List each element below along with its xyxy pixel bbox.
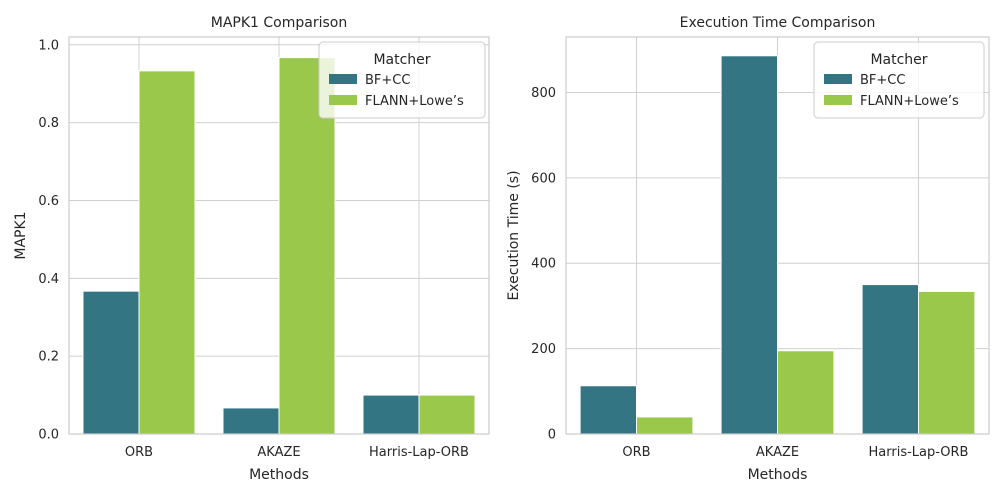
- x-tick-label: AKAZE: [756, 445, 799, 460]
- bar-bf-cc-harris-lap-orb: [861, 284, 919, 435]
- y-tick-label: 0: [548, 428, 556, 443]
- legend-box: [318, 41, 486, 119]
- y-tick-label: 200: [531, 342, 556, 357]
- legend-box: [813, 41, 985, 119]
- legend-entry: BF+CC: [860, 73, 905, 88]
- y-tick-label: 0.6: [38, 194, 59, 209]
- legend-entry: FLANN+Lowe’s: [860, 94, 959, 109]
- y-tick-label: 800: [531, 86, 556, 101]
- x-tick-label: Harris-Lap-ORB: [369, 445, 469, 460]
- legend-title: Matcher: [373, 52, 430, 68]
- legend-entry: FLANN+Lowe’s: [365, 94, 464, 109]
- chart-title: MAPK1 Comparison: [211, 15, 347, 31]
- bar-flann-lowe-s-akaze: [278, 57, 336, 435]
- chart-1: 0 200 400 600 800 ORB AKAZE Harris-Lap-ORB Execu…: [506, 15, 990, 483]
- legend: Matcher BF+CC FLANN+Lowe’s: [813, 41, 985, 119]
- x-axis-label: Methods: [748, 467, 808, 483]
- legend-title: Matcher: [870, 52, 927, 68]
- chart-0: 0.0 0.2 0.4 0.6 0.8 1.0 ORB AKAZE Harris-Lap-ORB…: [13, 15, 490, 483]
- y-tick-label: 0.2: [38, 350, 59, 365]
- legend-swatch: [824, 74, 852, 84]
- y-axis-label: MAPK1: [13, 211, 29, 259]
- bar-bf-cc-orb: [579, 385, 637, 435]
- bar-flann-lowe-s-harris-lap-orb: [918, 290, 976, 435]
- x-axis-label: Methods: [249, 467, 309, 483]
- y-tick-label: 0.4: [38, 272, 59, 287]
- plot-frame: [565, 36, 990, 435]
- bar-flann-lowe-s-orb: [636, 416, 694, 435]
- y-tick-label: 400: [531, 257, 556, 272]
- plot-frame: [68, 36, 490, 435]
- bar-bf-cc-orb: [82, 290, 140, 435]
- bar-flann-lowe-s-akaze: [777, 350, 835, 435]
- x-tick-label: ORB: [125, 445, 153, 460]
- y-axis-label: Execution Time (s): [506, 170, 522, 300]
- legend-swatch: [329, 74, 357, 84]
- x-tick-label: AKAZE: [257, 445, 300, 460]
- chart-title: Execution Time Comparison: [680, 15, 876, 31]
- y-tick-label: 0.0: [38, 428, 59, 443]
- legend-entry: BF+CC: [365, 73, 410, 88]
- bar-bf-cc-akaze: [222, 407, 280, 435]
- legend: Matcher BF+CC FLANN+Lowe’s: [318, 41, 486, 119]
- legend-swatch: [329, 95, 357, 105]
- y-tick-label: 1.0: [38, 38, 59, 53]
- x-tick-label: Harris-Lap-ORB: [869, 445, 969, 460]
- y-tick-label: 0.8: [38, 116, 59, 131]
- bar-flann-lowe-s-orb: [138, 70, 196, 435]
- legend-swatch: [824, 95, 852, 105]
- bar-flann-lowe-s-harris-lap-orb: [418, 394, 476, 435]
- bar-bf-cc-harris-lap-orb: [362, 394, 420, 435]
- bar-bf-cc-akaze: [720, 55, 778, 435]
- y-tick-label: 600: [531, 171, 556, 186]
- x-tick-label: ORB: [622, 445, 650, 460]
